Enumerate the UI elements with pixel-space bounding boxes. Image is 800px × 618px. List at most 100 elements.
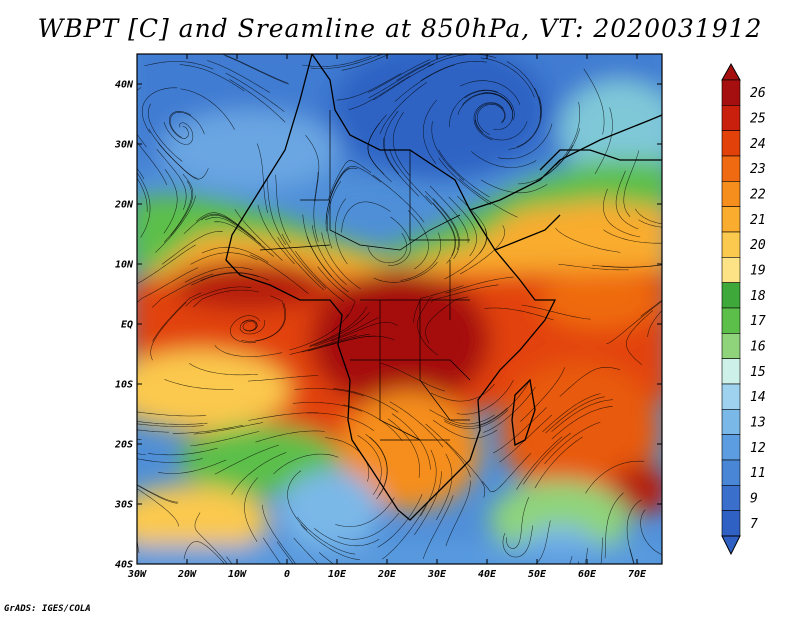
- streamline: [647, 310, 662, 338]
- colorbar-swatch: [721, 459, 741, 486]
- streamline: [183, 213, 244, 234]
- streamline: [516, 87, 542, 148]
- streamline: [584, 547, 588, 564]
- streamline: [456, 379, 514, 415]
- streamline: [170, 174, 194, 236]
- colorbar-swatch: [721, 485, 741, 511]
- streamline: [163, 180, 192, 243]
- streamline: [379, 82, 427, 135]
- streamline: [330, 166, 382, 195]
- streamline: [341, 201, 391, 233]
- streamline: [517, 144, 574, 185]
- streamline: [276, 541, 294, 564]
- colorbar-swatch: [721, 358, 741, 385]
- streamline: [413, 471, 442, 536]
- streamline: [387, 418, 420, 478]
- streamline: [348, 75, 411, 110]
- streamline: [164, 379, 234, 390]
- streamline: [422, 495, 454, 559]
- streamline: [383, 110, 399, 175]
- streamline: [137, 267, 199, 303]
- colorbar-label: 11: [750, 466, 766, 481]
- streamline: [300, 524, 360, 560]
- streamline: [277, 237, 325, 291]
- streamline: [413, 285, 464, 323]
- streamline: [506, 61, 541, 119]
- streamline: [183, 541, 225, 564]
- lon-tick-label: 20W: [177, 569, 197, 580]
- streamline: [367, 59, 431, 93]
- streamline: [295, 250, 345, 302]
- streamline: [231, 452, 287, 495]
- streamline: [635, 54, 642, 56]
- streamline: [377, 493, 423, 548]
- streamline: [137, 141, 168, 186]
- streamline: [606, 300, 662, 345]
- lon-tick-label: 10E: [328, 569, 347, 580]
- streamline: [623, 150, 639, 217]
- colorbar-label: 7: [750, 517, 758, 532]
- streamline: [471, 151, 537, 168]
- streamline: [476, 104, 505, 135]
- streamline: [640, 299, 662, 317]
- streamline: [301, 333, 370, 353]
- streamline: [328, 160, 372, 200]
- streamline: [137, 484, 179, 503]
- streamline: [184, 266, 253, 283]
- streamline: [443, 407, 508, 427]
- streamline: [499, 414, 552, 463]
- streamline: [508, 96, 542, 150]
- lon-tick-label: 40E: [478, 569, 497, 580]
- streamline: [425, 195, 456, 256]
- streamline: [559, 367, 621, 397]
- streamline: [448, 196, 477, 257]
- streamline: [407, 210, 429, 270]
- streamline: [207, 60, 270, 93]
- streamline: [137, 244, 196, 285]
- colorbar-swatch: [721, 206, 741, 233]
- colorbar-top-cap: [721, 62, 741, 81]
- colorbar-label: 20: [750, 238, 766, 253]
- streamline: [430, 284, 499, 303]
- colorbar-swatch: [721, 409, 741, 435]
- streamline: [445, 276, 514, 294]
- streamline: [137, 453, 146, 456]
- streamline: [137, 423, 204, 427]
- streamline: [200, 214, 262, 245]
- streamline: [424, 190, 459, 251]
- streamline: [244, 477, 258, 542]
- streamline: [273, 453, 339, 475]
- streamline: [327, 181, 342, 249]
- streamline: [313, 172, 319, 242]
- streamline: [179, 64, 245, 92]
- streamline: [626, 310, 654, 365]
- streamline: [638, 219, 662, 228]
- streamline: [473, 102, 504, 141]
- streamline: [555, 227, 621, 253]
- streamline: [558, 263, 629, 271]
- lat-tick-label: 40N: [115, 80, 134, 91]
- streamline: [506, 496, 530, 549]
- streamline: [302, 55, 372, 67]
- streamline: [255, 295, 286, 342]
- streamline: [462, 92, 513, 120]
- streamline: [325, 437, 370, 482]
- lat-tick-label: 30S: [114, 500, 133, 511]
- streamline: [224, 55, 290, 85]
- streamline: [432, 198, 460, 260]
- streamline: [336, 73, 402, 101]
- streamline: [640, 509, 662, 555]
- streamline: [392, 112, 411, 176]
- lon-tick-label: 30W: [127, 569, 147, 580]
- streamline: [144, 61, 214, 70]
- streamline: [302, 214, 333, 278]
- streamline: [357, 435, 382, 495]
- streamline: [400, 232, 442, 281]
- streamline: [156, 149, 187, 210]
- streamline: [477, 380, 530, 427]
- lat-tick-label: 20S: [114, 440, 133, 451]
- streamline: [493, 407, 547, 454]
- streamline: [396, 54, 456, 81]
- streamline: [474, 119, 528, 141]
- streamline: [200, 272, 269, 281]
